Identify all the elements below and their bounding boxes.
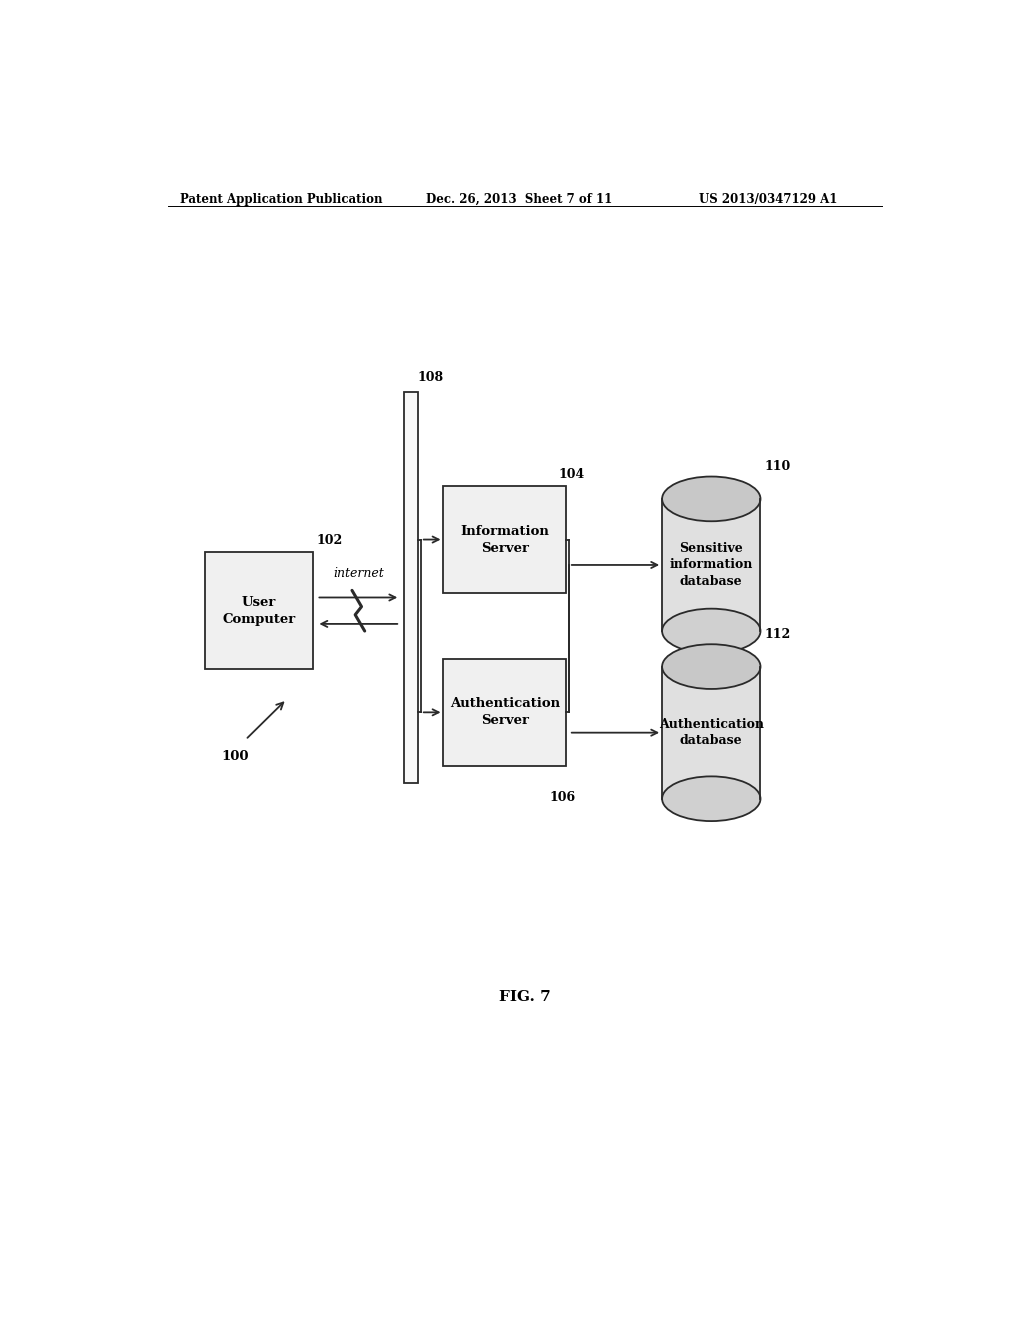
Ellipse shape (663, 477, 761, 521)
Text: 102: 102 (316, 535, 343, 548)
Ellipse shape (663, 609, 761, 653)
Bar (663, 667, 761, 799)
Text: 112: 112 (765, 628, 791, 642)
Text: 110: 110 (765, 461, 791, 474)
Text: internet: internet (333, 568, 384, 581)
Bar (206, 552, 312, 669)
Text: Dec. 26, 2013  Sheet 7 of 11: Dec. 26, 2013 Sheet 7 of 11 (426, 193, 612, 206)
Bar (443, 486, 566, 593)
Text: 108: 108 (418, 371, 443, 384)
Text: Authentication
Server: Authentication Server (450, 697, 560, 727)
Text: User
Computer: User Computer (222, 595, 296, 626)
Text: 104: 104 (558, 469, 585, 480)
Ellipse shape (663, 644, 761, 689)
Ellipse shape (663, 776, 761, 821)
Text: US 2013/0347129 A1: US 2013/0347129 A1 (699, 193, 838, 206)
Text: 100: 100 (221, 750, 249, 763)
Bar (404, 392, 419, 784)
Text: Patent Application Publication: Patent Application Publication (179, 193, 382, 206)
Text: Authentication
database: Authentication database (658, 718, 764, 747)
Text: Information
Server: Information Server (461, 524, 550, 554)
Bar (663, 499, 761, 631)
Text: Sensitive
information
database: Sensitive information database (670, 543, 753, 587)
Text: FIG. 7: FIG. 7 (499, 990, 551, 1005)
Text: 106: 106 (550, 791, 575, 804)
Bar (443, 659, 566, 766)
